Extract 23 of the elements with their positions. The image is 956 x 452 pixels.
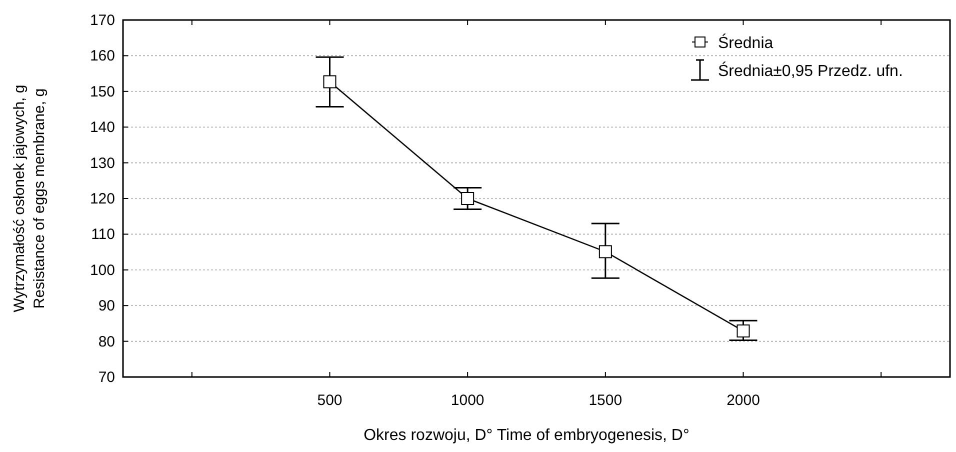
y-axis-title: Wytrzymałość osłonek jajowych, g Resistance of eggs membrane, g [11,84,48,312]
y-tick-label: 150 [90,83,115,100]
point [598,245,612,258]
x-tick-label: 500 [317,392,342,409]
y-tick-label: 80 [98,333,115,350]
y-tick-label: 120 [90,190,115,208]
point [736,324,750,338]
y-tick-label: 160 [90,48,115,65]
x-axis-title: Okres rozwoju, D° Time of embryogenesis, D° [364,427,690,444]
y-tick-label: 170 [90,12,115,29]
point [323,75,336,88]
x-tick-label: 1500 [588,392,622,409]
annotation: Średnia±0,95 Przedz. ufn. [718,61,903,80]
y-tick-label: 90 [98,298,115,315]
y-tick-label: 100 [90,262,115,279]
legend-label: Średnia [718,33,774,52]
x-tick-label: 1000 [450,392,484,409]
y-tick-label: 140 [90,119,115,136]
point [461,192,474,205]
y-tick-label: 110 [91,226,115,244]
y-tick-label: 70 [98,369,115,386]
x-tick-label: 2000 [726,392,760,409]
y-tick-label: 130 [90,154,115,172]
